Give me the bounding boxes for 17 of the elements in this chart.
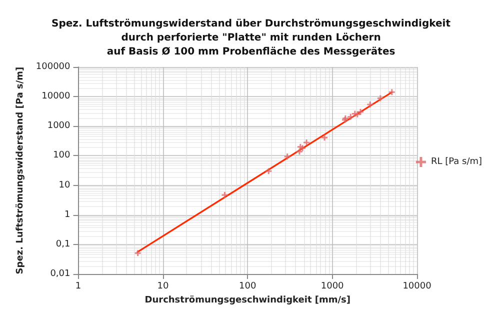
x-tick-label: 10000: [402, 282, 432, 292]
y-tick-label: 100: [53, 150, 71, 161]
chart-title: Spez. Luftströmungswiderstand über Durchströmungsgeschwindigkeit durch perforierte "Platte" mit runden Löchern auf Basis Ø 100 mm Probenfläche des Messgerätes: [52, 18, 451, 58]
y-tick-label: 1000: [47, 121, 71, 132]
x-tick-label: 1000: [320, 282, 344, 292]
x-axis-title: Durchströmungsgeschwindigkeit [mm/s]: [144, 296, 351, 306]
x-tick-label: 10: [157, 282, 169, 292]
y-tick-label: 1: [64, 210, 70, 220]
x-tick-label: 1: [75, 282, 82, 292]
y-tick-label: 10000: [42, 92, 71, 102]
legend-label: RL [Pa s/m]: [430, 157, 482, 167]
y-tick-label: 0,01: [50, 269, 70, 279]
y-axis-title: Spez. Luftströmungswiderstand [Pa s/m]: [16, 66, 26, 274]
y-tick-label: 10: [58, 180, 71, 190]
y-tick-label: 0,1: [56, 239, 70, 250]
x-tick-label: 100: [239, 282, 256, 292]
y-tick-label: 100000: [36, 62, 71, 72]
